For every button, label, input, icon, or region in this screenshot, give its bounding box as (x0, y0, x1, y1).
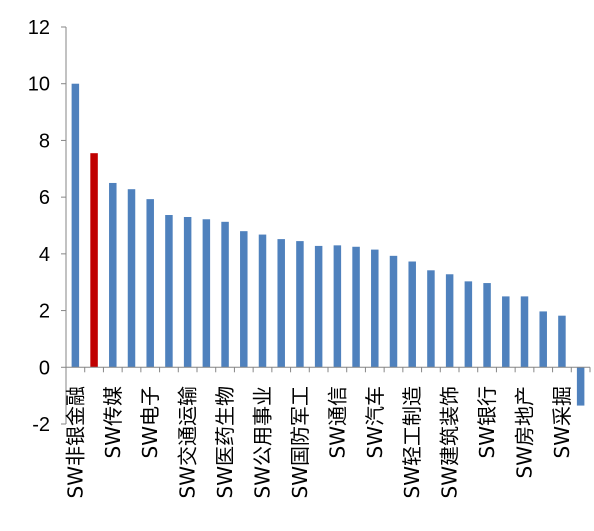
bar (464, 281, 473, 368)
bar (483, 283, 491, 368)
x-tick-label: SW建筑装饰 (438, 386, 462, 498)
bar (389, 255, 398, 368)
bar (277, 239, 285, 368)
bar (221, 221, 229, 368)
bar (539, 311, 547, 368)
bar (333, 245, 342, 368)
bar (296, 241, 304, 368)
y-tick-label: -2 (32, 414, 50, 436)
x-tick-label: SW传媒 (101, 386, 125, 458)
bars (71, 83, 585, 406)
bar (183, 216, 192, 368)
y-tick-label: 0 (39, 357, 50, 379)
bar (445, 274, 454, 368)
bar (127, 189, 136, 368)
bar (165, 215, 173, 368)
bar (109, 182, 117, 368)
y-tick-label: 10 (28, 74, 50, 96)
y-tick-label: 12 (28, 17, 50, 39)
x-tick-label: SW公用事业 (251, 386, 275, 498)
x-tick-labels: SW非银金融 SW传媒 SW电子 SW交通运输 SW医药生物 SW公用事业 SW国防军工 SW… (63, 386, 574, 498)
bar (202, 219, 211, 368)
bar (240, 231, 248, 368)
bar (146, 199, 154, 368)
bar (558, 315, 566, 368)
bar (502, 296, 510, 368)
x-tick-label: SW通信 (325, 386, 349, 458)
bar (408, 261, 416, 368)
y-tick-label: 2 (39, 301, 50, 323)
y-tick-label: 8 (39, 130, 50, 152)
x-axis (65, 366, 591, 373)
y-axis: 12 10 8 6 4 2 0 -2 (28, 17, 67, 436)
x-tick-label: SW国防军工 (288, 386, 312, 498)
bar (576, 367, 585, 406)
bar (371, 249, 379, 368)
x-tick-label: SW非银金融 (63, 386, 87, 498)
bar (352, 246, 360, 368)
bar (258, 234, 267, 368)
x-tick-label: SW医药生物 (213, 386, 237, 498)
x-tick-label: SW电子 (138, 386, 162, 458)
x-tick-label: SW交通运输 (176, 386, 200, 498)
x-tick-label: SW房地产 (513, 386, 537, 478)
x-tick-label: SW汽车 (363, 386, 387, 458)
bar (427, 270, 435, 368)
x-tick-label: SW轻工制造 (400, 386, 424, 498)
bar (520, 296, 529, 368)
bar (90, 153, 98, 368)
y-tick-label: 6 (39, 187, 50, 209)
bar (71, 83, 80, 368)
y-tick-label: 4 (39, 244, 50, 266)
bar (314, 245, 323, 368)
x-tick-label: SW采掘 (550, 386, 574, 458)
x-tick-label: SW银行 (475, 386, 499, 458)
